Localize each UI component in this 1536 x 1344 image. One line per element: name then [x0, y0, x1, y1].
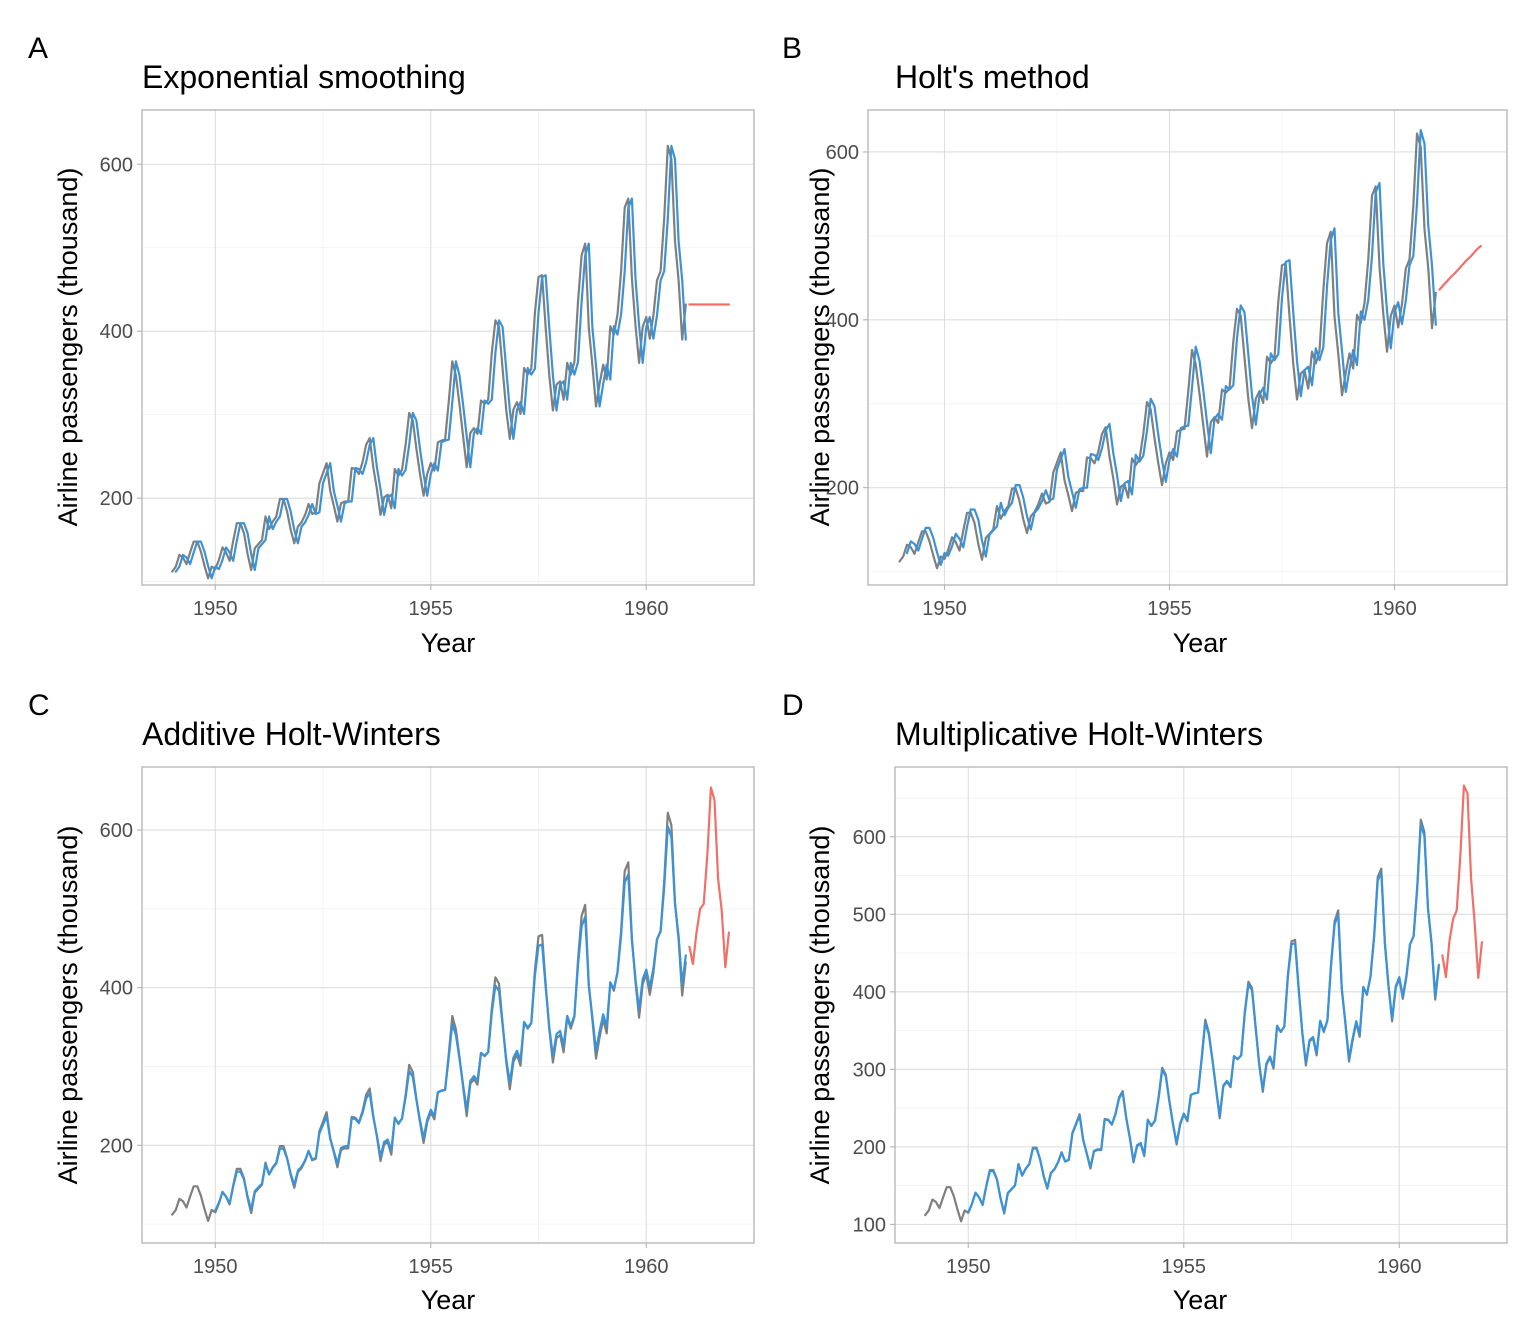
panel-title-c: Additive Holt-Winters — [142, 716, 441, 752]
panel-b: B Holt's method 1950 1955 1960 200 400 600 Ye… — [782, 32, 1508, 658]
y-tick-label-d: 600 — [853, 827, 886, 849]
x-tick-label-a: 1950 — [193, 598, 238, 620]
y-tick-label-c: 600 — [100, 820, 133, 842]
fitted-line-d — [967, 823, 1440, 1214]
y-axis-title-c: Airline passengers (thousand) — [53, 826, 83, 1185]
y-tick-label-b: 200 — [826, 478, 859, 500]
y-tick-label-d: 300 — [853, 1059, 886, 1081]
x-tick-label-a: 1960 — [624, 598, 669, 620]
x-axis-title-d: Year — [1173, 1285, 1228, 1315]
forecast-line-b — [1438, 244, 1482, 291]
x-tick-label-d: 1955 — [1162, 1256, 1207, 1278]
panel-border-d — [894, 766, 1508, 1244]
panel-title-d: Multiplicative Holt-Winters — [895, 716, 1263, 752]
plot-area-a: 1950 1955 1960 200 400 600 — [100, 109, 755, 620]
x-axis-title-c: Year — [421, 1285, 476, 1315]
plot-area-d: 1950 1955 1960 100 200 300 400 500 600 — [853, 766, 1508, 1278]
x-tick-label-b: 1955 — [1147, 598, 1192, 620]
panel-c: C Additive Holt-Winters 1950 1955 1960 200 4… — [28, 689, 755, 1315]
x-tick-label-c: 1955 — [409, 1256, 454, 1278]
fitted-line-b — [905, 129, 1437, 566]
forecast-line-c — [688, 786, 730, 969]
x-tick-label-d: 1960 — [1377, 1256, 1422, 1278]
x-axis-title-b: Year — [1173, 628, 1228, 658]
x-axis-title-a: Year — [421, 628, 476, 658]
y-tick-label-d: 200 — [853, 1137, 886, 1159]
x-tick-label-c: 1950 — [193, 1256, 238, 1278]
panel-letter-a: A — [28, 32, 48, 65]
panel-letter-d: D — [782, 689, 804, 722]
panel-letter-c: C — [28, 689, 50, 722]
y-tick-label-a: 400 — [100, 321, 133, 343]
panel-a: A Exponential smoothing 1950 1955 1960 200 4… — [28, 32, 755, 658]
panel-border-c — [141, 766, 755, 1244]
observed-line-b — [898, 132, 1437, 570]
y-axis-title-d: Airline passengers (thousand) — [805, 826, 835, 1185]
y-tick-label-c: 200 — [100, 1135, 133, 1157]
fitted-line-c — [214, 825, 687, 1212]
y-tick-label-d: 400 — [853, 982, 886, 1004]
y-tick-label-b: 400 — [826, 310, 859, 332]
x-tick-label-a: 1955 — [409, 598, 454, 620]
observed-line-a — [171, 144, 687, 580]
y-tick-label-c: 400 — [100, 978, 133, 1000]
y-tick-label-b: 600 — [826, 142, 859, 164]
plot-area-b: 1950 1955 1960 200 400 600 — [826, 109, 1508, 620]
forecast-line-d — [1441, 784, 1483, 979]
x-tick-label-b: 1960 — [1372, 598, 1417, 620]
y-tick-label-a: 200 — [100, 488, 133, 510]
y-tick-label-a: 600 — [100, 154, 133, 176]
panel-d: D Multiplicative Holt-Winters 1950 1955 19… — [782, 689, 1508, 1315]
panel-title-b: Holt's method — [895, 59, 1090, 95]
x-tick-label-d: 1950 — [946, 1256, 991, 1278]
fitted-line-a — [174, 144, 687, 580]
y-tick-label-d: 500 — [853, 904, 886, 926]
y-axis-title-a: Airline passengers (thousand) — [53, 168, 83, 527]
panel-letter-b: B — [782, 32, 802, 65]
panel-title-a: Exponential smoothing — [142, 59, 466, 95]
x-tick-label-b: 1950 — [922, 598, 967, 620]
plot-area-c: 1950 1955 1960 200 400 600 — [100, 766, 755, 1278]
y-axis-title-b: Airline passengers (thousand) — [805, 168, 835, 527]
y-tick-label-d: 100 — [853, 1214, 886, 1236]
panel-border-b — [867, 109, 1508, 586]
observed-line-c — [171, 811, 687, 1222]
x-tick-label-c: 1960 — [624, 1256, 669, 1278]
panel-border-a — [141, 109, 755, 586]
